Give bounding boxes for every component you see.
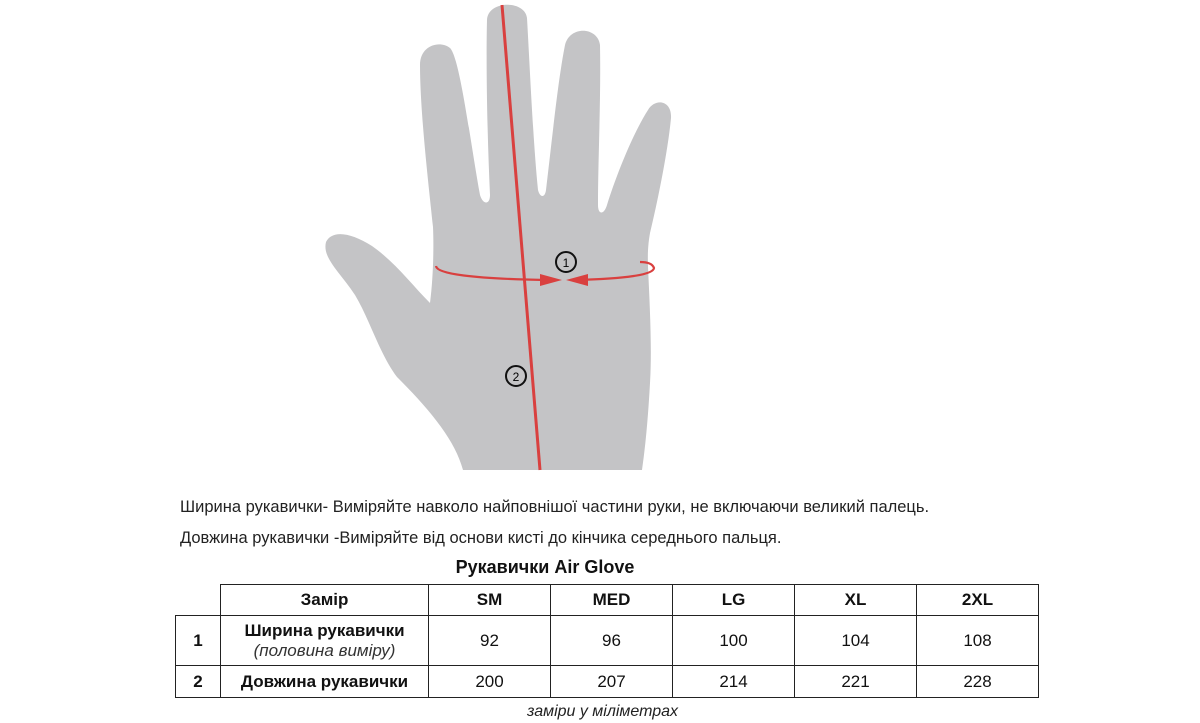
cell: 200: [428, 665, 551, 698]
svg-text:2: 2: [513, 370, 520, 384]
cell: 108: [916, 615, 1039, 666]
width-instruction: Ширина рукавички- Виміряйте навколо найп…: [180, 498, 930, 516]
size-table: Замір SM MED LG XL 2XL 1 Ширина рукавичк…: [175, 584, 1039, 698]
cell: 228: [916, 665, 1039, 698]
cell: 221: [794, 665, 917, 698]
width-arrow-right: [566, 274, 588, 286]
length-instruction: Довжина рукавички -Виміряйте від основи …: [180, 529, 782, 547]
units-caption: заміри у міліметрах: [526, 703, 679, 720]
svg-text:1: 1: [563, 256, 570, 270]
cell: 104: [794, 615, 917, 666]
width-arrow-left: [540, 274, 562, 286]
table-header-row: Замір SM MED LG XL 2XL: [175, 584, 1039, 616]
cell: 214: [672, 665, 795, 698]
hand-silhouette: [325, 4, 672, 471]
header-size: 2XL: [916, 584, 1039, 616]
cell: 96: [550, 615, 673, 666]
row-label-text: Ширина рукавички: [244, 620, 405, 640]
table-title: Рукавички Air Glove: [455, 557, 635, 577]
table-row: 1 Ширина рукавички (половина виміру) 92 9…: [175, 615, 1039, 666]
marker-1: 1: [555, 251, 577, 273]
header-size: XL: [794, 584, 917, 616]
header-size: MED: [550, 584, 673, 616]
marker-2: 2: [505, 365, 527, 387]
header-size: SM: [428, 584, 551, 616]
row-number: 2: [175, 665, 221, 698]
cell: 207: [550, 665, 673, 698]
header-size: LG: [672, 584, 795, 616]
cell: 100: [672, 615, 795, 666]
row-number: 1: [175, 615, 221, 666]
cell: 92: [428, 615, 551, 666]
row-label: Ширина рукавички (половина виміру): [220, 615, 429, 666]
row-label: Довжина рукавички: [220, 665, 429, 698]
hand-measurement-diagram: 1 2: [325, 4, 672, 471]
length-measure-line: [500, 4, 542, 471]
header-measure: Замір: [220, 584, 429, 616]
row-sublabel: (половина виміру): [253, 640, 396, 660]
table-row: 2 Довжина рукавички 200 207 214 221 228: [175, 665, 1039, 698]
